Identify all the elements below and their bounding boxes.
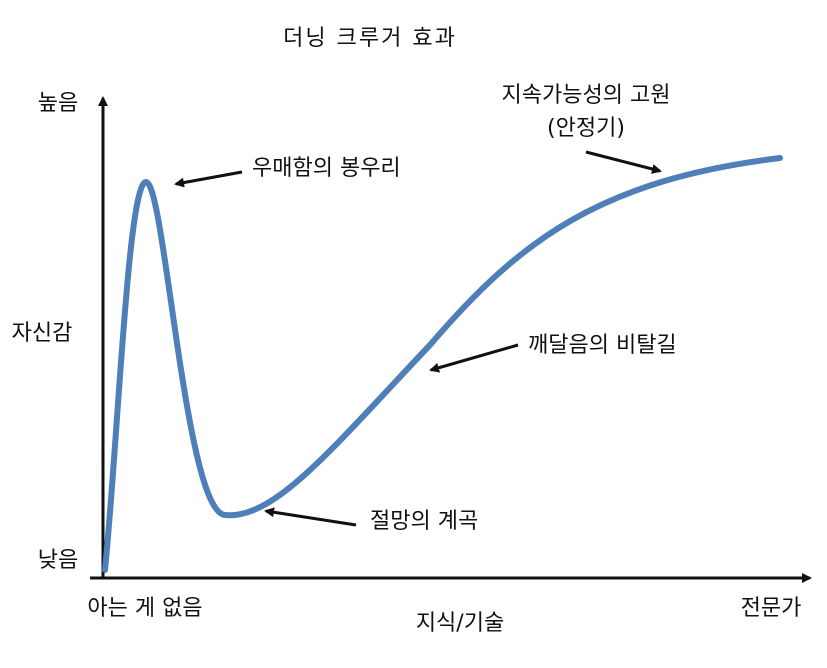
- slope-arrow: [429, 343, 519, 373]
- peak-label: 우매함의 봉우리: [252, 156, 401, 181]
- diagram-title: 더닝 크루거 효과: [283, 26, 457, 51]
- y-axis-high-label: 높음: [38, 91, 78, 116]
- y-axis-low-label: 낮음: [38, 548, 78, 573]
- plateau-label-line2: (안정기): [547, 116, 625, 141]
- confidence-curve: [102, 155, 783, 573]
- plateau-label-line1: 지속가능성의 고원: [502, 83, 671, 108]
- plateau-arrow: [585, 150, 662, 174]
- valley-label: 절망의 계곡: [370, 509, 478, 534]
- peak-arrow: [174, 170, 243, 188]
- x-axis-start-label: 아는 게 없음: [87, 596, 202, 621]
- x-axis-end-label: 전문가: [741, 596, 802, 621]
- slope-label: 깨달음의 비탈길: [528, 333, 677, 358]
- x-axis-title: 지식/기술: [416, 611, 504, 636]
- valley-arrow: [264, 507, 357, 527]
- y-axis-title: 자신감: [12, 321, 73, 346]
